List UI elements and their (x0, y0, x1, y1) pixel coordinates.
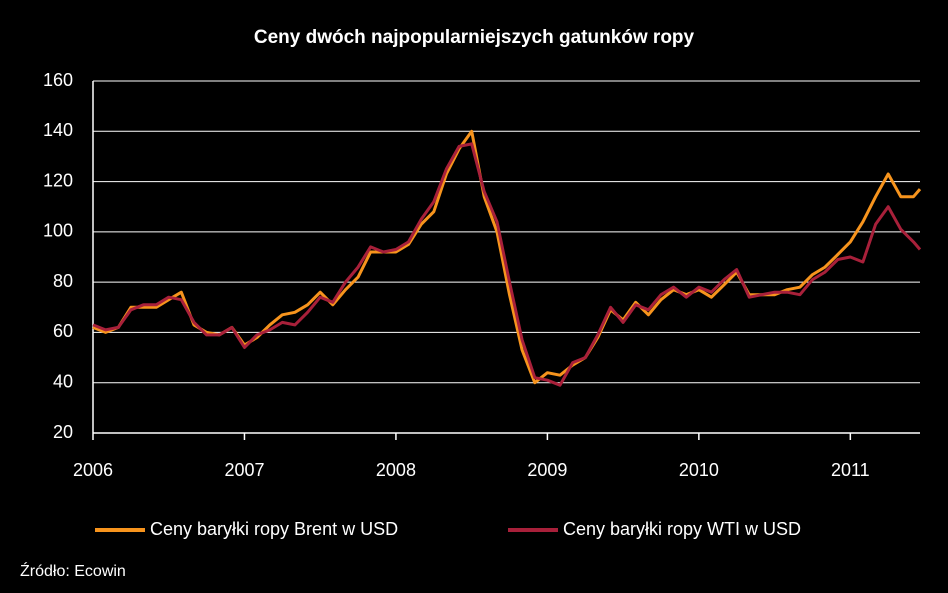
x-tick-label: 2009 (527, 460, 567, 480)
y-tick-label: 40 (53, 371, 73, 391)
y-tick-label: 160 (43, 70, 73, 90)
source-note: Źródło: Ecowin (20, 561, 126, 580)
y-tick-label: 20 (53, 422, 73, 442)
y-tick-label: 100 (43, 221, 73, 241)
x-tick-label: 2010 (679, 460, 719, 480)
legend-label: Ceny baryłki ropy WTI w USD (563, 519, 801, 539)
x-tick-label: 2006 (73, 460, 113, 480)
y-tick-label: 140 (43, 120, 73, 140)
y-tick-label: 60 (53, 321, 73, 341)
legend-label: Ceny baryłki ropy Brent w USD (150, 519, 398, 539)
x-tick-label: 2008 (376, 460, 416, 480)
series-line (92, 142, 922, 387)
y-tick-label: 120 (43, 170, 73, 190)
x-tick-label: 2011 (831, 460, 870, 480)
x-tick-label: 2007 (224, 460, 264, 480)
chart-title: Ceny dwóch najpopularniejszych gatunków … (254, 27, 695, 48)
y-tick-label: 80 (53, 271, 73, 291)
